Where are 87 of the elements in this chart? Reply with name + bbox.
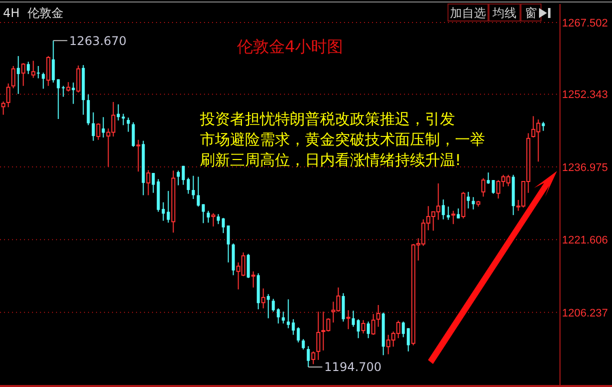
candlestick: [251, 270, 256, 288]
candlestick: [461, 191, 466, 219]
candlestick: [6, 83, 10, 108]
candlestick: [266, 294, 270, 319]
candlestick: [292, 318, 295, 336]
candlestick: [311, 350, 316, 365]
candlestick: [166, 190, 170, 224]
candlestick: [132, 122, 135, 148]
candlestick: [152, 172, 155, 194]
candlestick: [36, 66, 40, 79]
candlestick: [122, 113, 125, 126]
chart-subtitle: 4H 伦敦金: [3, 6, 64, 20]
candlestick: [102, 116, 105, 138]
candlestick: [56, 78, 60, 120]
candlestick: [116, 104, 120, 121]
candlestick: [16, 56, 20, 94]
candlestick: [451, 210, 456, 225]
annotation: 市场避险需求，黄金突破技术面压制，一举: [200, 130, 485, 148]
candlestick: [222, 217, 225, 234]
candlestick: [342, 292, 345, 322]
annotation: 加自选: [450, 6, 486, 20]
candlestick: [216, 214, 220, 225]
annotation: 窗: [525, 6, 537, 20]
candlestick: [246, 253, 250, 279]
candlestick: [176, 170, 180, 186]
candlestick: [11, 66, 16, 89]
candlestick: [442, 198, 445, 220]
candlestick: [402, 321, 405, 338]
candlestick: [361, 320, 366, 334]
candlestick: [146, 170, 150, 196]
candlestick: [276, 308, 280, 324]
candlestick: [481, 178, 486, 198]
candlestick: [76, 65, 80, 94]
candlestick: [286, 298, 290, 329]
candlestick: [486, 172, 490, 184]
candlestick: [371, 314, 376, 336]
candlestick: [162, 202, 165, 222]
candlestick: [226, 225, 230, 263]
annotation: 刷新三周高位，日内看涨情绪持续升温!: [200, 151, 462, 169]
candlestick: [126, 117, 130, 132]
y-tick-label: 1236.975: [562, 162, 608, 174]
annotation: 均线: [492, 6, 516, 20]
candlestick: [186, 177, 190, 194]
annotation: 1263.670: [69, 34, 127, 48]
y-tick-label: 1252.343: [562, 89, 608, 102]
candlestick: [92, 112, 95, 142]
candlestick: [1, 101, 6, 116]
y-tick-label: 1206.237: [562, 307, 608, 320]
candlestick: [366, 321, 370, 339]
candlestick: [472, 196, 475, 210]
candlestick: [136, 139, 140, 172]
candlestick: [316, 311, 320, 360]
annotation: 1194.700: [324, 360, 382, 374]
candlestick: [31, 60, 36, 78]
candlestick: [346, 310, 350, 330]
candlestick: [211, 212, 216, 227]
candlestick: [86, 94, 90, 126]
candlestick: [272, 298, 275, 312]
candlestick: [352, 310, 355, 328]
candlestick: [52, 40, 55, 84]
candlestick: [446, 206, 450, 220]
candlestick: [196, 176, 200, 208]
annotation: 投资者担忧特朗普税改政策推迟，引发: [199, 110, 455, 128]
candlestick: [206, 210, 210, 224]
candlestick: [356, 318, 360, 339]
candlestick: [192, 175, 195, 200]
text: 伦敦金4小时图: [236, 37, 344, 56]
candlestick: [96, 122, 100, 140]
candlestick: [492, 180, 495, 194]
candlestick: [42, 72, 45, 90]
candlestick: [261, 288, 266, 309]
candlestick: [21, 62, 26, 86]
candlestick: [66, 82, 70, 92]
candlestick: [202, 204, 205, 224]
candlestick: [26, 61, 30, 75]
candlestick: [456, 208, 460, 219]
candlestick: [182, 165, 185, 186]
y-tick-label: 1221.606: [562, 234, 608, 247]
candlestick: [376, 304, 380, 328]
candlestick: [302, 338, 305, 350]
candlestick: [46, 56, 50, 86]
candlestick: [282, 311, 285, 324]
y-tick-label: 1267.502: [562, 17, 608, 30]
candlestick: [306, 346, 310, 368]
candlestick: [406, 328, 410, 352]
candlestick: [466, 191, 470, 209]
candlestick: [296, 326, 300, 343]
